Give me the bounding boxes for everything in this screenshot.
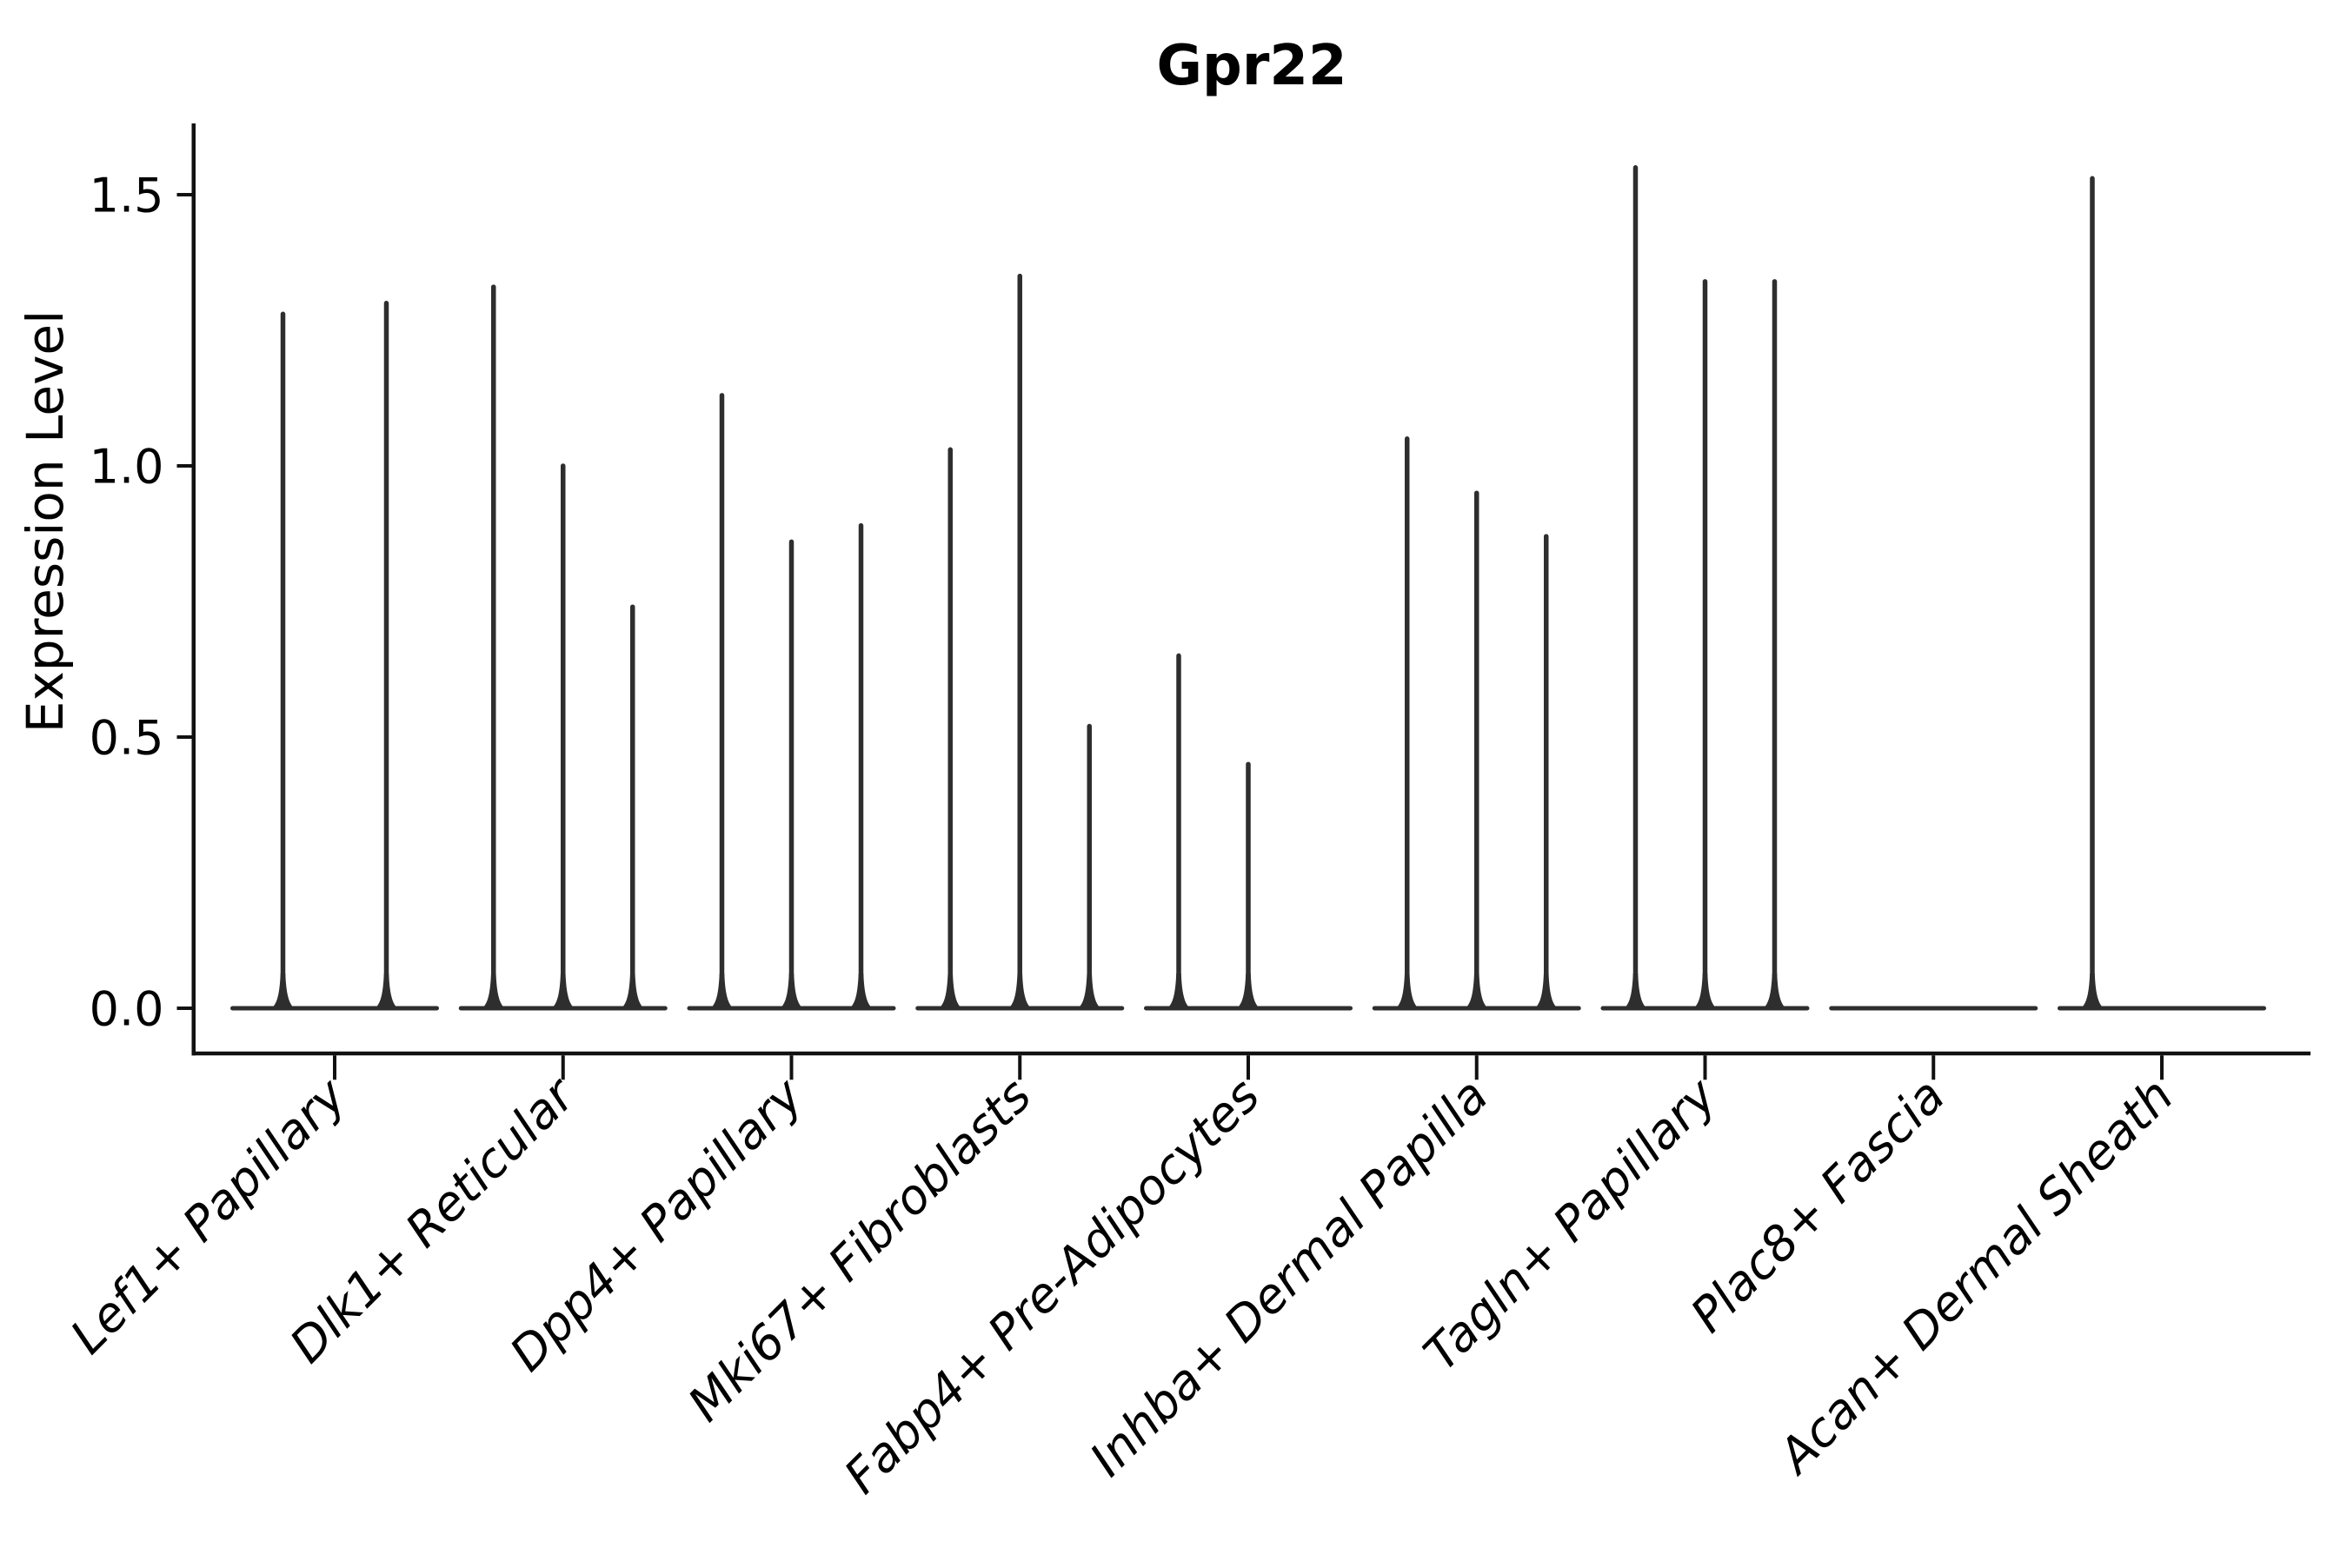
violin-foot bbox=[2078, 973, 2106, 1010]
x-tick-label: Acan+ Dermal Sheath bbox=[1766, 1067, 2184, 1485]
violin-foot bbox=[1621, 973, 1650, 1010]
violin-foot bbox=[1006, 973, 1034, 1010]
violin-foot bbox=[269, 973, 297, 1010]
x-tick-label: Fabp4+ Pre-Adipocytes bbox=[834, 1067, 1270, 1504]
violin-baseline bbox=[1829, 1006, 2038, 1011]
violin-foot bbox=[847, 973, 875, 1010]
violin-foot bbox=[549, 973, 577, 1010]
violin-baseline bbox=[2058, 1006, 2266, 1011]
violin-foot bbox=[708, 973, 736, 1010]
x-tick-mark bbox=[1931, 1055, 1936, 1080]
y-axis-label: Expression Level bbox=[16, 310, 75, 733]
x-tick-mark bbox=[333, 1055, 336, 1080]
y-tick-mark bbox=[176, 735, 192, 739]
violin-foot bbox=[1075, 973, 1104, 1010]
violin-foot bbox=[1760, 973, 1789, 1010]
violin-foot bbox=[1165, 973, 1193, 1010]
y-tick-mark bbox=[176, 1007, 192, 1010]
x-tick-mark bbox=[1474, 1055, 1479, 1080]
violin-foot bbox=[936, 973, 965, 1010]
x-tick-label: Inhba+ Dermal Papilla bbox=[1079, 1067, 1498, 1486]
violin-foot bbox=[1691, 973, 1719, 1010]
x-tick-mark bbox=[1018, 1055, 1022, 1080]
x-axis-spine bbox=[191, 1051, 2310, 1056]
x-tick-mark bbox=[1247, 1055, 1250, 1080]
y-tick-mark bbox=[176, 464, 192, 468]
violin-foot bbox=[618, 973, 647, 1010]
x-tick-mark bbox=[789, 1055, 794, 1080]
y-tick-label: 0.5 bbox=[90, 710, 164, 765]
y-tick-label: 1.0 bbox=[90, 439, 164, 494]
y-axis-spine bbox=[191, 123, 196, 1056]
violin-foot bbox=[479, 973, 508, 1010]
y-tick-label: 0.0 bbox=[90, 981, 164, 1036]
x-tick-mark bbox=[561, 1055, 565, 1080]
violin-foot bbox=[1532, 973, 1560, 1010]
chart-title: Gpr22 bbox=[1157, 34, 1347, 98]
y-tick-mark bbox=[176, 193, 192, 196]
violin-foot bbox=[1462, 973, 1491, 1010]
x-tick-mark bbox=[2160, 1055, 2164, 1080]
violin-baseline bbox=[230, 1006, 439, 1011]
violin-foot bbox=[1234, 973, 1262, 1010]
violin-foot bbox=[1393, 973, 1421, 1010]
y-tick-label: 1.5 bbox=[90, 168, 164, 223]
x-tick-mark bbox=[1703, 1055, 1707, 1080]
violin-foot bbox=[777, 973, 806, 1010]
violin-foot bbox=[372, 973, 401, 1010]
